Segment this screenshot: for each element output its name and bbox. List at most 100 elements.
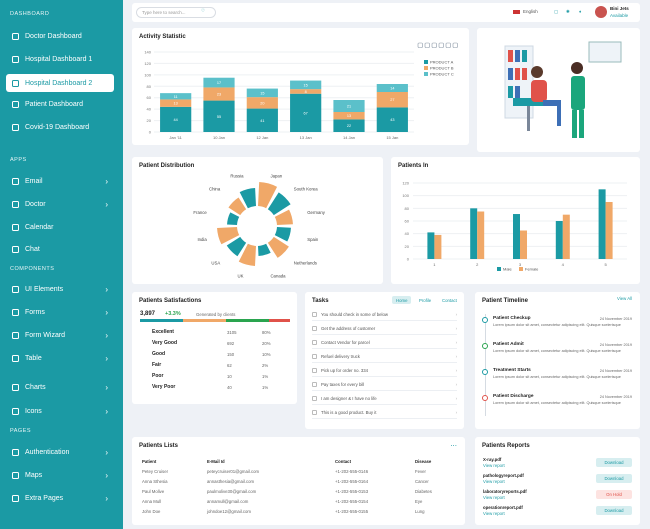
chevron-right-icon[interactable]: › (455, 368, 457, 373)
task-checkbox[interactable] (312, 410, 317, 415)
chevron-right-icon[interactable]: › (455, 312, 457, 317)
tab-home[interactable]: Home (392, 296, 412, 304)
sidebar-item-forms[interactable]: Forms › (6, 303, 114, 321)
sidebar-item-form-wizard[interactable]: Form Wizard › (6, 326, 114, 344)
search-icon[interactable]: ♡ (201, 8, 206, 13)
top-bar: Type here to search... ♡ English ▢ ✺ ♦ B… (132, 3, 640, 22)
sidebar-item-hospital-dashboard-2[interactable]: Hospital Dashboard 2 (6, 74, 114, 92)
download-icon[interactable] (452, 42, 458, 48)
task-checkbox[interactable] (312, 312, 317, 317)
bar-product-a (160, 106, 192, 132)
tab-contact[interactable]: Contact (442, 297, 457, 303)
sidebar-item-authentication[interactable]: Authentication › (6, 443, 114, 461)
view-report-link[interactable]: View report (483, 511, 505, 516)
sidebar-item-hospital-dashboard-1[interactable]: Hospital Dashboard 1 (6, 50, 114, 68)
table-cell: John Doe (142, 509, 161, 514)
task-item[interactable]: Refuel delivery truck › (312, 351, 457, 363)
language-select[interactable]: English (523, 9, 538, 14)
bar-product-a (333, 119, 365, 132)
avatar[interactable] (595, 6, 607, 18)
task-checkbox[interactable] (312, 326, 317, 331)
bell-icon[interactable]: ♦ (579, 9, 582, 14)
task-checkbox[interactable] (312, 368, 317, 373)
task-item[interactable]: This is a good product. Buy it › (312, 407, 457, 419)
task-item[interactable]: Pick up for order no. 334 › (312, 365, 457, 377)
table-cell: +1-202-555-0153 (335, 489, 369, 494)
timeline-view-all[interactable]: View All (617, 296, 632, 301)
view-report-link[interactable]: View report (483, 463, 505, 468)
sidebar-item-chat[interactable]: Chat (6, 240, 114, 258)
task-label: Pay taxes for every bill (321, 382, 365, 387)
task-item[interactable]: I am designer & I have no life › (312, 393, 457, 405)
sidebar-item-extra-pages[interactable]: Extra Pages › (6, 489, 114, 507)
patients-list-more-icon[interactable]: ... (450, 439, 457, 448)
bar-product-b (290, 89, 322, 94)
search-input[interactable]: Type here to search... (136, 7, 216, 18)
chevron-right-icon: › (105, 447, 108, 457)
task-label: I am designer & I have no life (321, 396, 377, 401)
sidebar-item-doctor[interactable]: Doctor › (6, 195, 114, 213)
sidebar-item-doctor-dashboard[interactable]: Doctor Dashboard (6, 27, 114, 45)
sidebar-item-email[interactable]: Email › (6, 172, 114, 190)
chevron-right-icon[interactable]: › (455, 382, 457, 387)
chevron-right-icon: › (105, 353, 108, 363)
task-item[interactable]: Contact Vendor for parcel › (312, 337, 457, 349)
y-tick-label: 0 (407, 257, 410, 262)
download-button[interactable]: Download (596, 458, 632, 467)
chevron-right-icon[interactable]: › (455, 396, 457, 401)
chevron-right-icon[interactable]: › (455, 410, 457, 415)
view-report-link[interactable]: View report (483, 495, 505, 500)
task-item[interactable]: You should check in some of below › (312, 309, 457, 321)
sidebar-item-maps[interactable]: Maps › (6, 466, 114, 484)
timeline-item-text: Lorem ipsum dolor sit amet, consectetur … (493, 401, 621, 405)
sidebar-item-table[interactable]: Table › (6, 349, 114, 367)
table-cell: Petey Cruiser (142, 469, 169, 474)
task-checkbox[interactable] (312, 382, 317, 387)
patients-list-title: Patients Lists (139, 443, 179, 449)
doctor-patient-illustration (504, 41, 622, 138)
zoom-in-icon[interactable] (424, 42, 430, 48)
bar-female (477, 211, 485, 259)
table-cell: Anna Mull (142, 499, 162, 504)
task-checkbox[interactable] (312, 354, 317, 359)
sidebar-item-label: Table (25, 354, 42, 362)
x-tick-label: 14 Jan (343, 135, 355, 140)
sidebar-item-label: UI Elements (25, 285, 64, 293)
task-checkbox[interactable] (312, 340, 317, 345)
bar-product-a (290, 93, 322, 132)
timeline-dot (482, 343, 488, 349)
chat-icon (12, 245, 19, 253)
sidebar-item-patient-dashboard[interactable]: Patient Dashboard (6, 95, 114, 113)
maps-icon (12, 471, 19, 479)
view-report-link[interactable]: View report (483, 479, 505, 484)
timeline-title: Patient Timeline (482, 298, 528, 304)
sidebar-item-ui-elements[interactable]: UI Elements › (6, 280, 114, 298)
task-item[interactable]: Pay taxes for every bill › (312, 379, 457, 391)
tab-profile[interactable]: Profile (419, 297, 432, 303)
fullscreen-icon[interactable]: ▢ (554, 9, 559, 14)
download-button[interactable]: Download (596, 506, 632, 515)
y-tick-label: 100 (402, 193, 409, 198)
data-label: 67 (304, 111, 308, 115)
on-hold-button[interactable]: On Hold (596, 490, 632, 499)
task-item[interactable]: Get the address of customer › (312, 323, 457, 335)
task-checkbox[interactable] (312, 396, 317, 401)
timeline-item-title: Patient Admit (493, 342, 524, 347)
radial-label: UK (238, 274, 244, 279)
satisfaction-label: Very Good (152, 340, 178, 346)
sidebar-item-charts[interactable]: Charts › (6, 378, 114, 396)
sidebar-item-icons[interactable]: Icons › (6, 402, 114, 420)
zoom-out-icon[interactable] (431, 42, 437, 48)
x-tick-label: 10 Jan (213, 135, 225, 140)
chevron-right-icon[interactable]: › (455, 354, 457, 359)
pan-icon[interactable] (438, 42, 444, 48)
chevron-right-icon[interactable]: › (455, 326, 457, 331)
sidebar-item-label: Forms (25, 308, 45, 316)
reset-icon[interactable] (445, 42, 451, 48)
sidebar-item-calendar[interactable]: Calendar (6, 218, 114, 236)
download-button[interactable]: Download (596, 474, 632, 483)
chevron-right-icon[interactable]: › (455, 340, 457, 345)
sidebar-item-covid-19-dashboard[interactable]: Covid-19 Dashboard (6, 118, 114, 136)
gear-icon[interactable]: ✺ (566, 9, 570, 14)
menu-icon[interactable] (417, 42, 423, 48)
